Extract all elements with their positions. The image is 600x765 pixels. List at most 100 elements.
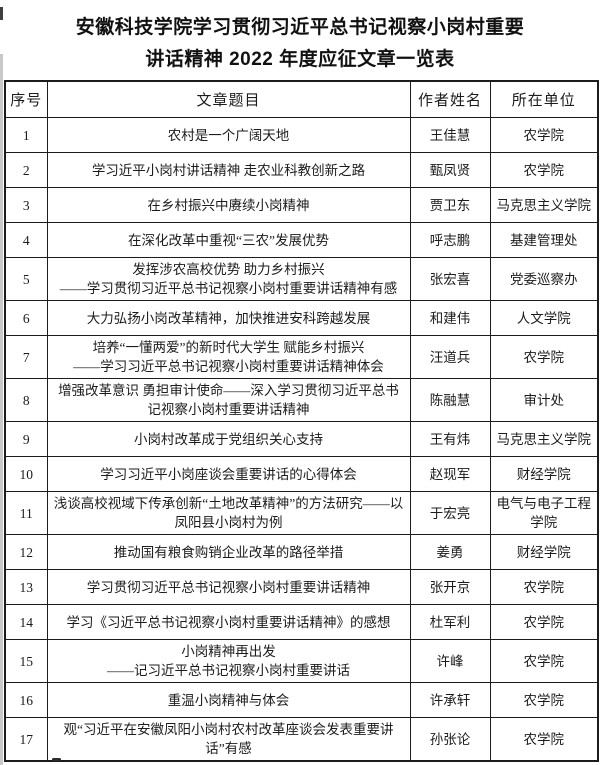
cell-serial-number: 13 [4,569,48,605]
cell-serial-number: 7 [4,335,48,379]
table-row: 16 重温小岗精神与体会 许承轩 农学院 [4,682,599,718]
cell-article-title: 学习近平小岗村讲话精神 走农业科教创新之路 [46,152,411,188]
cell-unit: 基建管理处 [489,222,599,258]
cell-unit: 财经学院 [489,456,599,492]
col-header-no: 序号 [4,80,48,118]
cell-unit: 审计处 [489,378,599,422]
cell-serial-number: 2 [4,152,48,188]
cell-unit: 农学院 [489,569,599,605]
cell-author-name: 张宏喜 [409,257,491,301]
col-header-title: 文章题目 [46,80,411,118]
header-row: 序号 文章题目 作者姓名 所在单位 [4,80,599,118]
cell-author-name: 孙张论 [409,717,491,762]
title-line-2: 讲话精神 2022 年度应征文章一览表 [145,49,455,70]
cell-author-name: 赵现军 [409,456,491,492]
table-row: 15 小岗精神再出发 ——记习近平总书记视察小岗村重要讲话 许峰 农学院 [4,639,599,683]
scan-speck-top-artifact [0,7,3,20]
cell-serial-number: 8 [4,378,48,422]
cell-serial-number: 12 [4,534,48,570]
table-row: 3 在乡村振兴中赓续小岗精神 贾卫东 马克思主义学院 [4,187,599,223]
cell-article-title: 小岗村改革成于党组织关心支持 [46,421,411,457]
document-title: 安徽科技学院学习贯彻习近平总书记视察小岗村重要 讲话精神 2022 年度应征文章… [0,0,600,76]
cell-unit: 农学院 [489,717,599,762]
table-row: 1 农村是一个广阔天地 王佳慧 农学院 [4,117,599,153]
cell-serial-number: 11 [4,491,48,535]
cell-article-title: 增强改革意识 勇担审计使命——深入学习贯彻习近平总书记视察小岗村重要讲话精神 [46,378,411,422]
cell-serial-number: 1 [4,117,48,153]
cell-author-name: 贾卫东 [409,187,491,223]
cell-serial-number: 6 [4,300,48,336]
table-row: 13 学习贯彻习近平总书记视察小岗村重要讲话精神 张开京 农学院 [4,569,599,605]
cell-article-title: 重温小岗精神与体会 [46,682,411,718]
cell-article-title: 推动国有粮食购销企业改革的路径举措 [46,534,411,570]
cell-author-name: 陈融慧 [409,378,491,422]
table-row: 12 推动国有粮食购销企业改革的路径举措 姜勇 财经学院 [4,534,599,570]
cell-serial-number: 4 [4,222,48,258]
cell-unit: 农学院 [489,604,599,640]
col-header-unit: 所在单位 [489,80,599,118]
cell-article-title: 学习贯彻习近平总书记视察小岗村重要讲话精神 [46,569,411,605]
cell-serial-number: 17 [4,717,48,762]
cell-article-title: 大力弘扬小岗改革精神，加快推进安科跨越发展 [46,300,411,336]
cell-serial-number: 14 [4,604,48,640]
table-row: 9 小岗村改革成于党组织关心支持 王有炜 马克思主义学院 [4,421,599,457]
cell-article-title: 学习《习近平总书记视察小岗村重要讲话精神》的感想 [46,604,411,640]
articles-table: 序号 文章题目 作者姓名 所在单位 1 农村是一个广阔天地 王佳慧 农学院 2 … [4,80,599,762]
table-row: 10 学习习近平小岗座谈会重要讲话的心得体会 赵现军 财经学院 [4,456,599,492]
table-row: 14 学习《习近平总书记视察小岗村重要讲话精神》的感想 杜军利 农学院 [4,604,599,640]
cell-serial-number: 5 [4,257,48,301]
cell-article-title: 发挥涉农高校优势 助力乡村振兴 ——学习贯彻习近平总书记视察小岗村重要讲话精神有… [46,257,411,301]
table-row: 17 观“习近平在安徽凤阳小岗村农村改革座谈会发表重要讲话”有感 孙张论 农学院 [4,717,599,762]
cell-unit: 马克思主义学院 [489,421,599,457]
cell-article-title: 小岗精神再出发 ——记习近平总书记视察小岗村重要讲话 [46,639,411,683]
cell-serial-number: 15 [4,639,48,683]
cell-author-name: 王佳慧 [409,117,491,153]
cell-author-name: 张开京 [409,569,491,605]
cell-author-name: 和建伟 [409,300,491,336]
cell-unit: 农学院 [489,639,599,683]
cell-unit: 农学院 [489,682,599,718]
cell-article-title: 浅谈高校视域下传承创新“土地改革精神”的方法研究——以凤阳县小岗村为例 [46,491,411,535]
cell-author-name: 汪道兵 [409,335,491,379]
cell-unit: 农学院 [489,152,599,188]
cell-article-title: 在乡村振兴中赓续小岗精神 [46,187,411,223]
table-row: 4 在深化改革中重视“三农”发展优势 呼志鹏 基建管理处 [4,222,599,258]
cell-serial-number: 9 [4,421,48,457]
cell-serial-number: 10 [4,456,48,492]
title-line-1: 安徽科技学院学习贯彻习近平总书记视察小岗村重要 [75,17,525,38]
table-header: 序号 文章题目 作者姓名 所在单位 [4,80,599,118]
table-row: 7 培养“一懂两爱”的新时代大学生 赋能乡村振兴 ——学习习近平总书记视察小岗村… [4,335,599,379]
cell-unit: 党委巡察办 [489,257,599,301]
cell-serial-number: 3 [4,187,48,223]
table-row: 5 发挥涉农高校优势 助力乡村振兴 ——学习贯彻习近平总书记视察小岗村重要讲话精… [4,257,599,301]
cell-author-name: 许峰 [409,639,491,683]
table-row: 11 浅谈高校视域下传承创新“土地改革精神”的方法研究——以凤阳县小岗村为例 于… [4,491,599,535]
cell-author-name: 呼志鹏 [409,222,491,258]
cell-serial-number: 16 [4,682,48,718]
scan-edge-artifact [0,54,3,765]
cell-unit: 农学院 [489,117,599,153]
cell-article-title: 观“习近平在安徽凤阳小岗村农村改革座谈会发表重要讲话”有感 [46,717,411,762]
table-row: 6 大力弘扬小岗改革精神，加快推进安科跨越发展 和建伟 人文学院 [4,300,599,336]
cell-author-name: 姜勇 [409,534,491,570]
cell-author-name: 许承轩 [409,682,491,718]
cell-unit: 马克思主义学院 [489,187,599,223]
cell-unit: 人文学院 [489,300,599,336]
cell-unit: 农学院 [489,335,599,379]
table-body: 1 农村是一个广阔天地 王佳慧 农学院 2 学习近平小岗村讲话精神 走农业科教创… [4,117,599,762]
cell-article-title: 培养“一懂两爱”的新时代大学生 赋能乡村振兴 ——学习习近平总书记视察小岗村重要… [46,335,411,379]
cell-article-title: 学习习近平小岗座谈会重要讲话的心得体会 [46,456,411,492]
cell-author-name: 王有炜 [409,421,491,457]
cell-unit: 财经学院 [489,534,599,570]
cell-unit: 电气与电子工程学院 [489,491,599,535]
cell-article-title: 在深化改革中重视“三农”发展优势 [46,222,411,258]
table-row: 2 学习近平小岗村讲话精神 走农业科教创新之路 甄凤贤 农学院 [4,152,599,188]
table-row: 8 增强改革意识 勇担审计使命——深入学习贯彻习近平总书记视察小岗村重要讲话精神… [4,378,599,422]
col-header-author: 作者姓名 [409,80,491,118]
scan-speck-bottom-artifact [52,758,61,761]
cell-author-name: 于宏亮 [409,491,491,535]
cell-author-name: 杜军利 [409,604,491,640]
cell-article-title: 农村是一个广阔天地 [46,117,411,153]
cell-author-name: 甄凤贤 [409,152,491,188]
